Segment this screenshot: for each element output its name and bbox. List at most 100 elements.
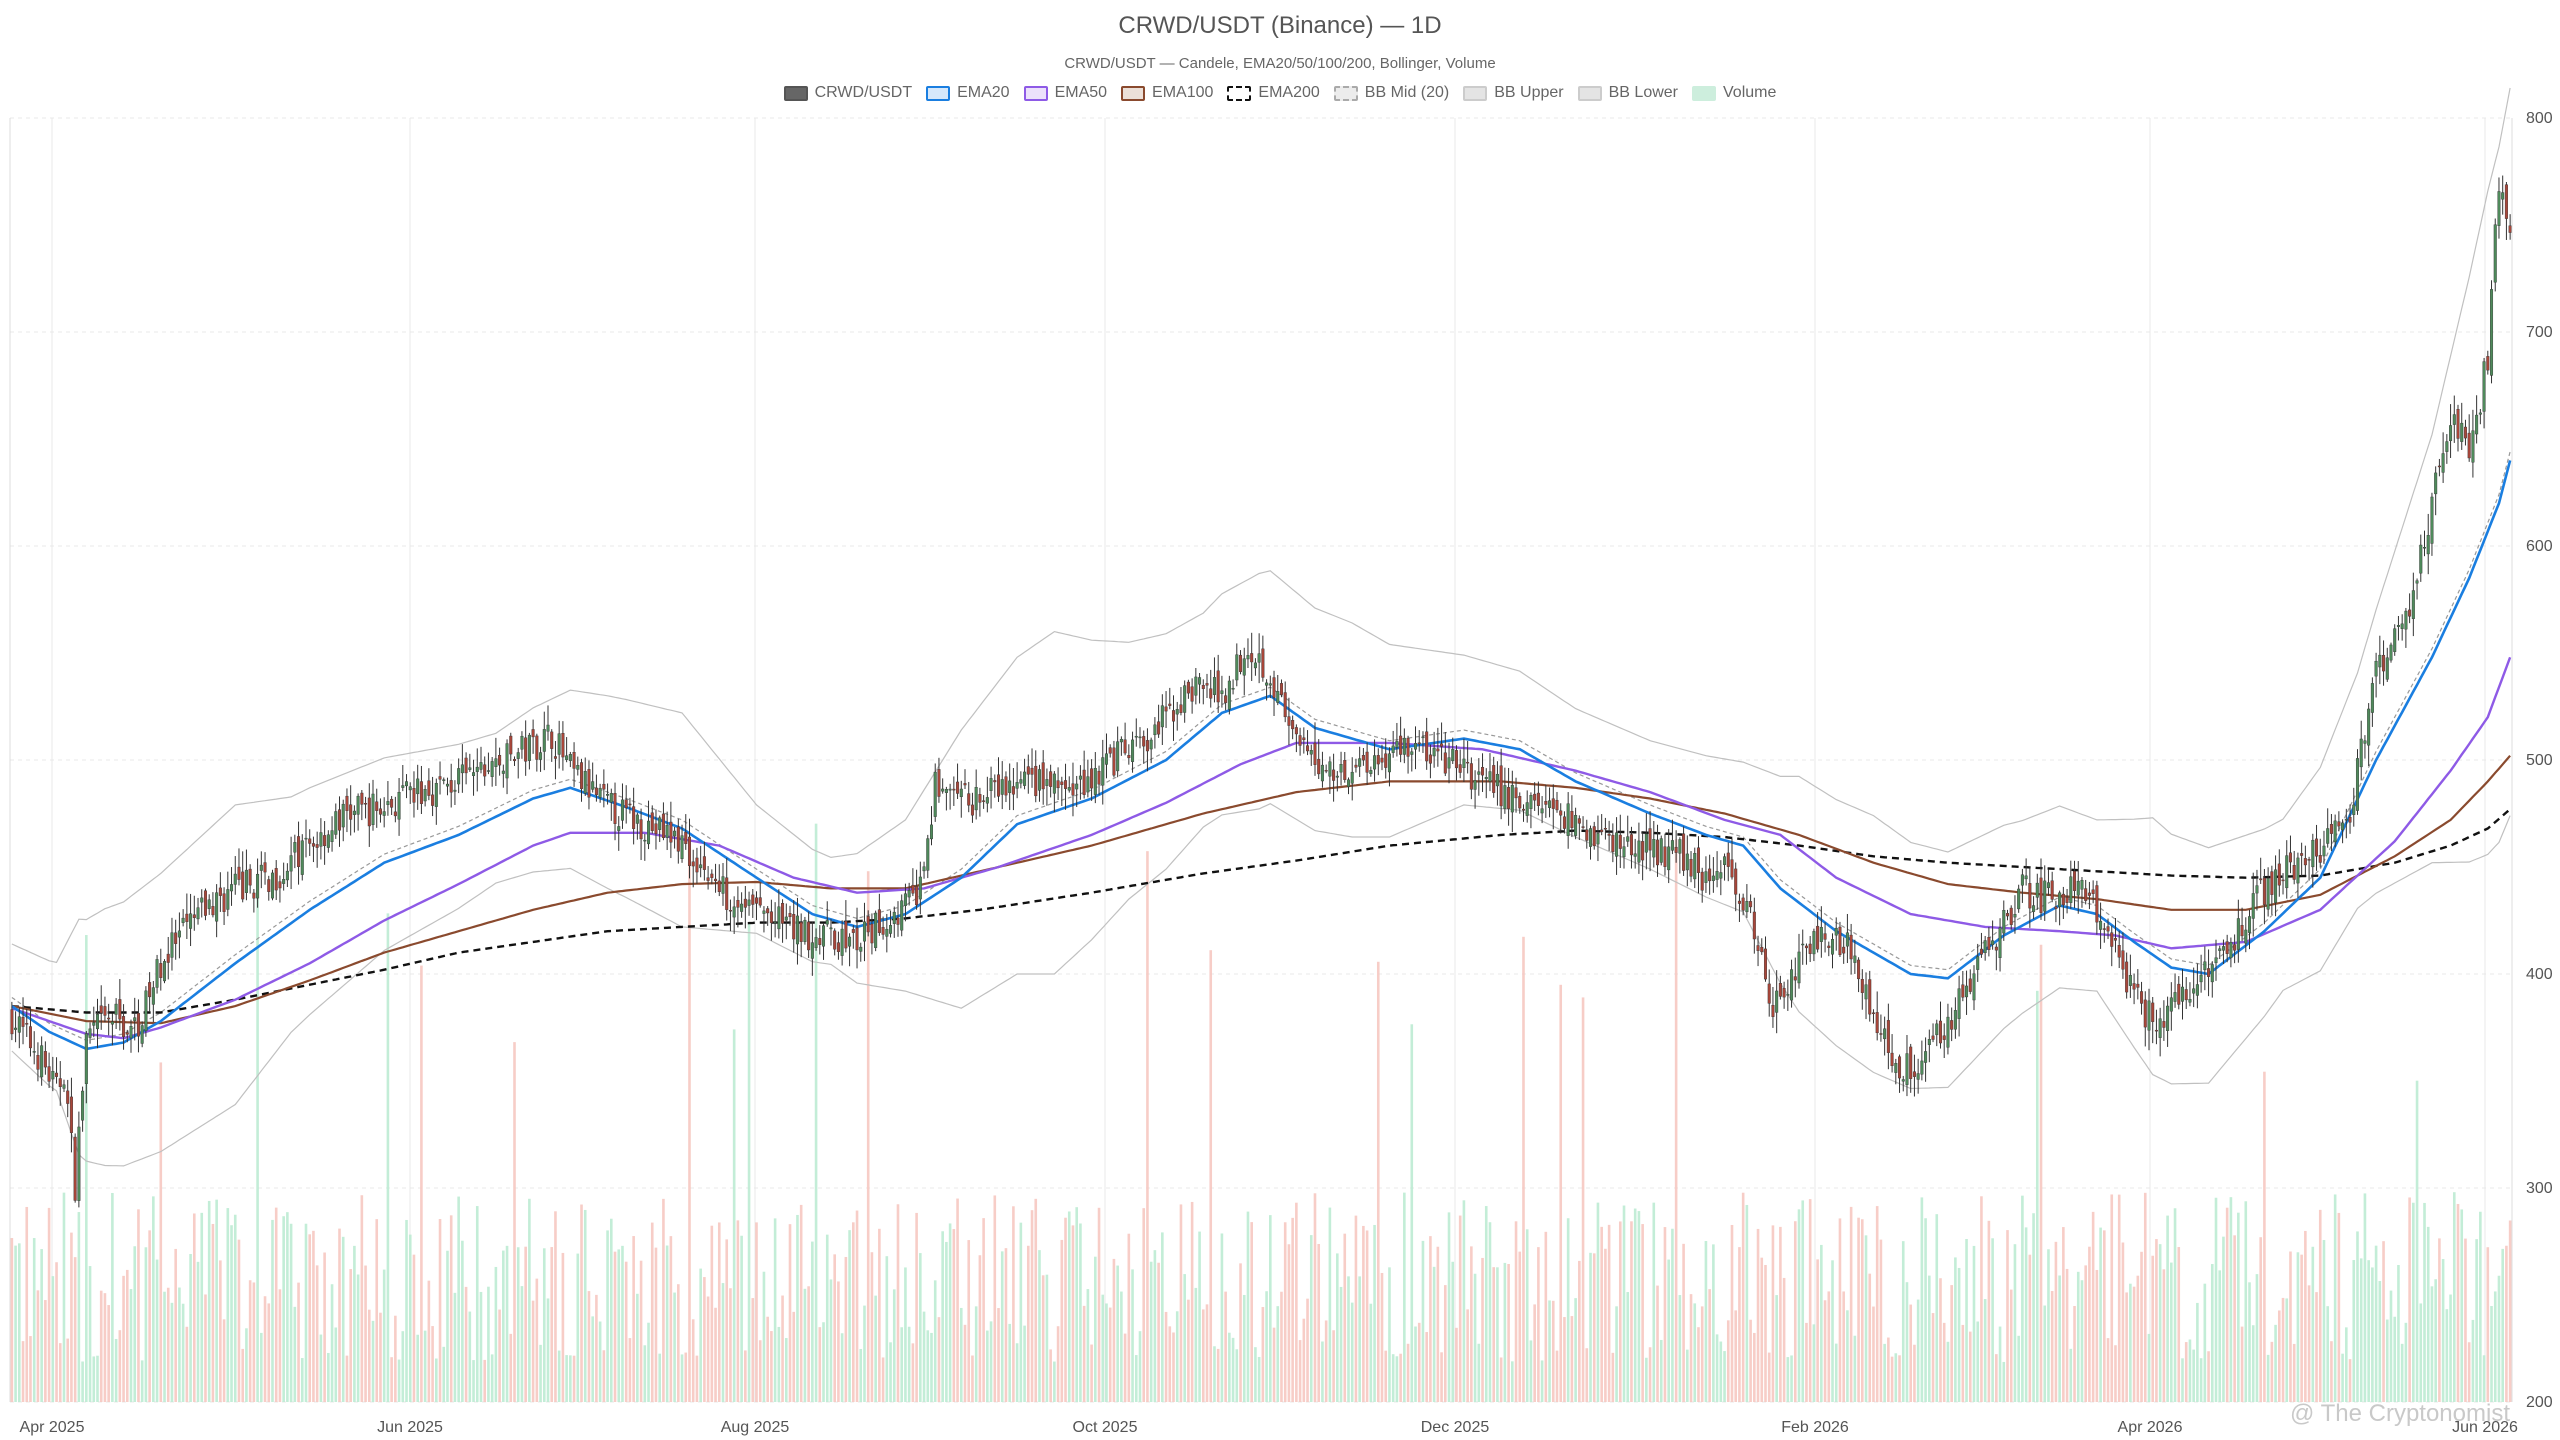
candle-body bbox=[568, 754, 572, 761]
candle-body bbox=[2441, 453, 2445, 473]
volume-bar bbox=[118, 1330, 122, 1402]
candle-body bbox=[565, 755, 569, 760]
volume-bar bbox=[2445, 1309, 2449, 1402]
candle-body bbox=[2288, 852, 2292, 863]
volume-bar bbox=[1339, 1286, 1343, 1402]
volume-bar bbox=[200, 1212, 204, 1402]
x-tick-label: Oct 2025 bbox=[1073, 1419, 1138, 1436]
candle-body bbox=[1592, 826, 1596, 847]
volume-bar bbox=[647, 1322, 650, 1402]
volume-bar bbox=[2363, 1193, 2367, 1402]
candle-body bbox=[691, 861, 695, 867]
candle-body bbox=[464, 757, 468, 774]
candle-body bbox=[2490, 289, 2494, 376]
candle-body bbox=[2259, 878, 2263, 881]
candle-body bbox=[1332, 769, 1336, 781]
volume-bar bbox=[878, 1228, 881, 1402]
candle-body bbox=[2355, 758, 2359, 811]
candle-body bbox=[1875, 1012, 1879, 1034]
volume-bar bbox=[1343, 1233, 1347, 1402]
volume-bar bbox=[2449, 1294, 2452, 1402]
candle-body bbox=[1719, 872, 1723, 879]
volume-bar bbox=[1082, 1305, 1086, 1402]
candle-body bbox=[1399, 735, 1403, 755]
candle-body bbox=[1994, 946, 1998, 951]
candle-body bbox=[1235, 654, 1239, 681]
volume-bar bbox=[1939, 1278, 1942, 1402]
volume-bar bbox=[1108, 1307, 1112, 1402]
legend-item-bb-upper[interactable]: BB Upper bbox=[1463, 84, 1564, 102]
volume-bar bbox=[837, 1281, 840, 1402]
candle-body bbox=[1555, 799, 1559, 811]
candle-body bbox=[2203, 961, 2207, 971]
candle-body bbox=[163, 961, 167, 982]
candle-body bbox=[1469, 763, 1473, 790]
candle-body bbox=[1618, 834, 1622, 849]
volume-bar bbox=[1228, 1332, 1231, 1402]
candle-body bbox=[1384, 753, 1388, 768]
volume-bar bbox=[565, 1355, 568, 1402]
candle-body bbox=[1488, 771, 1492, 782]
volume-bar bbox=[1916, 1299, 1920, 1402]
candle-body bbox=[732, 906, 736, 918]
candle-body bbox=[244, 869, 248, 893]
volume-bar bbox=[2210, 1264, 2214, 1402]
legend-item-ema20[interactable]: EMA20 bbox=[926, 84, 1010, 102]
volume-bar bbox=[926, 1330, 930, 1402]
legend-item-ema100[interactable]: EMA100 bbox=[1121, 84, 1213, 102]
volume-bar bbox=[2035, 990, 2039, 1402]
legend-item-bb-lower[interactable]: BB Lower bbox=[1577, 84, 1678, 102]
candle-body bbox=[926, 838, 930, 871]
volume-bar bbox=[1250, 1222, 1253, 1402]
candle-body bbox=[1309, 750, 1313, 755]
candle-body bbox=[810, 942, 814, 959]
volume-bar bbox=[461, 1240, 464, 1402]
candle-body bbox=[2162, 1021, 2166, 1028]
volume-bar bbox=[155, 1259, 159, 1402]
volume-bar bbox=[1548, 1300, 1551, 1402]
candle-body bbox=[1652, 839, 1656, 858]
candle-body bbox=[140, 1025, 144, 1044]
volume-bar bbox=[2218, 1270, 2222, 1402]
candle-body bbox=[1302, 737, 1306, 741]
candle-body bbox=[848, 936, 852, 947]
volume-bar bbox=[680, 1354, 684, 1402]
candle-body bbox=[338, 809, 342, 831]
volume-bar bbox=[859, 1348, 863, 1402]
volume-bar bbox=[569, 1355, 572, 1402]
volume-bar bbox=[1901, 1241, 1905, 1402]
volume-bar bbox=[952, 1229, 956, 1402]
candle-body bbox=[583, 771, 587, 794]
volume-bar bbox=[375, 1219, 379, 1402]
legend-item-crwd-usdt[interactable]: CRWD/USDT bbox=[783, 84, 912, 102]
candle-body bbox=[390, 798, 394, 808]
candle-body bbox=[959, 788, 963, 798]
candle-body bbox=[2058, 892, 2062, 908]
legend-item-volume[interactable]: Volume bbox=[1692, 84, 1776, 102]
candle-body bbox=[2270, 871, 2274, 895]
candle-body bbox=[1108, 747, 1112, 754]
volume-bar bbox=[1224, 1291, 1227, 1402]
volume-bar bbox=[2352, 1260, 2356, 1402]
volume-bar bbox=[457, 1196, 460, 1402]
legend-swatch bbox=[1463, 85, 1488, 101]
legend-item-ema200[interactable]: EMA200 bbox=[1227, 84, 1320, 102]
volume-bar bbox=[1030, 1210, 1034, 1402]
legend-label: EMA20 bbox=[957, 84, 1010, 101]
candle-body bbox=[1481, 767, 1485, 776]
volume-bar bbox=[1496, 1267, 1499, 1402]
candle-body bbox=[1164, 706, 1168, 712]
candle-body bbox=[122, 1016, 126, 1037]
volume-bar bbox=[260, 1332, 263, 1402]
candle-body bbox=[155, 959, 159, 988]
candle-body bbox=[524, 737, 528, 762]
volume-bar bbox=[367, 1309, 371, 1402]
candle-body bbox=[2389, 644, 2393, 661]
volume-bar bbox=[2307, 1285, 2311, 1402]
legend-item-bb-mid-20[interactable]: BB Mid (20) bbox=[1333, 84, 1449, 102]
legend-item-ema50[interactable]: EMA50 bbox=[1023, 84, 1107, 102]
volume-bar bbox=[1086, 1289, 1090, 1402]
candle-body bbox=[486, 770, 490, 772]
volume-bar bbox=[1972, 1245, 1976, 1402]
candle-body bbox=[620, 799, 624, 821]
